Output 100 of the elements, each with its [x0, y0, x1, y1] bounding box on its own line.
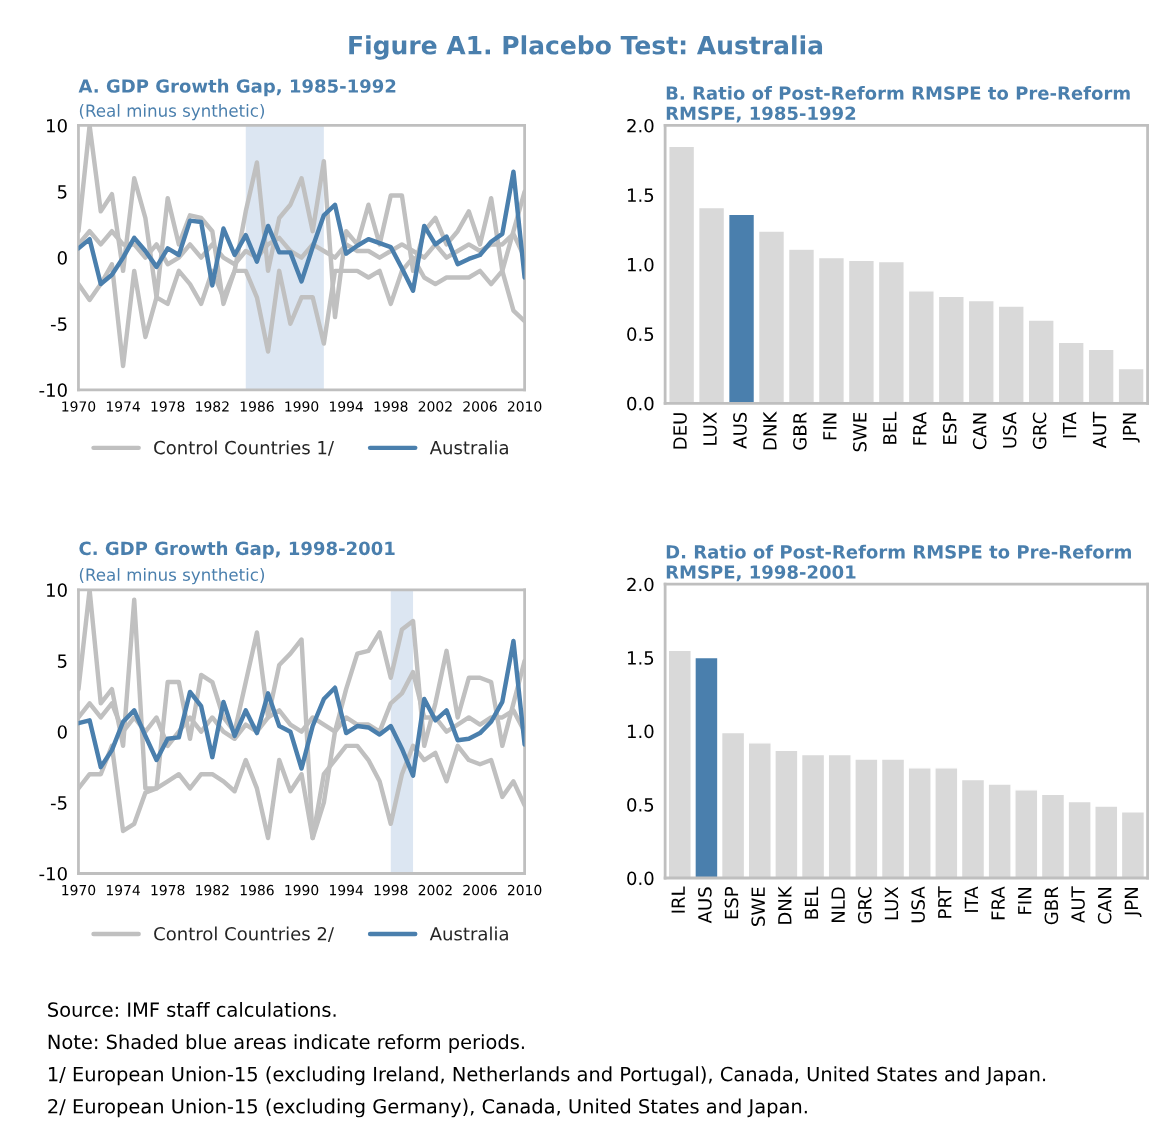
x-tick-label: AUT — [1092, 411, 1107, 449]
line-series — [78, 169, 525, 293]
bar — [757, 230, 786, 404]
x-tick-label: 1978 — [151, 884, 185, 896]
text: 2/ European Union-15 (excluding Germany), Canada, United States and Japan. — [48, 1098, 807, 1118]
x-tick-label: FRA — [913, 411, 927, 445]
bar — [1120, 811, 1146, 879]
x-tick-label: 1982 — [196, 401, 229, 412]
bar — [774, 749, 799, 879]
bar — [720, 731, 746, 879]
bar — [1014, 789, 1039, 879]
bar — [787, 248, 816, 404]
x-tick-label: JPN — [1122, 413, 1140, 443]
legend-label: Control Countries 1/ — [154, 440, 334, 456]
x-tick-label: 1974 — [106, 401, 140, 412]
x-tick-label: GBR — [1044, 886, 1059, 925]
x-tick-label: 2002 — [418, 884, 452, 896]
y-tick-label: -10 — [39, 383, 67, 397]
legend-label: Australia — [429, 440, 508, 455]
bar — [668, 145, 696, 404]
x-tick-label: GRC — [857, 887, 872, 924]
bar — [880, 758, 906, 879]
x-tick-label: IRL — [671, 886, 685, 913]
y-tick-label: -5 — [50, 796, 67, 810]
x-tick-label: GBR — [793, 412, 807, 450]
bar — [987, 783, 1012, 879]
x-tick-label: LUX — [703, 412, 717, 445]
x-tick-label: AUT — [1071, 886, 1085, 923]
x-tick-label: 2010 — [507, 401, 542, 412]
y-tick-label: 0.0 — [627, 396, 654, 411]
x-tick-label: DEU — [673, 413, 687, 449]
text: Note: Shaded blue areas indicate reform periods. — [48, 1034, 524, 1053]
bar — [817, 256, 846, 404]
x-tick-label: AUS — [733, 412, 747, 449]
y-tick-label: 2.0 — [627, 118, 654, 133]
bar — [827, 753, 852, 879]
chart-title: A. GDP Growth Gap, 1985-1992 — [78, 78, 396, 97]
x-tick-label: SWE — [751, 887, 765, 926]
bar — [847, 259, 875, 404]
bar — [960, 778, 986, 879]
chart-title: B. Ratio of Post-Reform RMSPE to Pre-Reform RMSPE, 1985-1992 — [666, 85, 1130, 123]
x-tick-label: 1978 — [151, 401, 185, 412]
x-tick-label: 2010 — [507, 884, 542, 896]
chart-title: D. Ratio of Post-Reform RMSPE to Pre-Reform RMSPE, 1998-2001 — [666, 544, 1131, 582]
bar — [1087, 348, 1115, 404]
text: 1/ European Union-15 (excluding Ireland, Netherlands and Portugal), Canada, United States and Japan. — [48, 1066, 1046, 1086]
bar — [937, 295, 965, 404]
x-tick-label: 1970 — [62, 884, 96, 896]
bar — [1094, 805, 1119, 879]
bar — [747, 742, 772, 879]
x-tick-label: LUX — [884, 886, 899, 920]
x-tick-label: JPN — [1124, 888, 1142, 917]
y-tick-label: 0.0 — [627, 871, 654, 886]
x-tick-label: FIN — [1018, 888, 1032, 914]
x-tick-label: 1994 — [330, 884, 364, 896]
x-tick-label: 1982 — [196, 884, 229, 896]
x-tick-label: AUS — [698, 887, 712, 924]
x-tick-label: 1990 — [285, 401, 319, 412]
x-tick-label: ITA — [964, 886, 978, 912]
y-tick-label: 1.5 — [627, 188, 654, 203]
x-tick-label: BEL — [883, 411, 897, 444]
y-tick-label: 10 — [47, 118, 67, 133]
y-tick-label: 0 — [57, 725, 67, 739]
bar — [667, 649, 692, 879]
y-tick-label: 1.5 — [627, 651, 654, 665]
y-tick-label: 0.5 — [627, 798, 654, 812]
x-tick-label: 1974 — [106, 884, 140, 896]
legend-label: Australia — [429, 926, 508, 941]
x-tick-label: FRA — [991, 886, 1005, 920]
x-tick-label: DNK — [778, 885, 792, 924]
bar — [934, 767, 959, 879]
bar — [727, 213, 756, 404]
x-tick-label: CAN — [972, 413, 987, 450]
x-tick-label: GRC — [1032, 412, 1047, 449]
bar — [800, 753, 826, 879]
bar — [907, 767, 932, 879]
bar — [967, 299, 995, 404]
bar — [1117, 367, 1145, 404]
chart-subtitle: (Real minus synthetic) — [79, 104, 265, 121]
bar — [1027, 319, 1055, 404]
chart-subtitle: (Real minus synthetic) — [79, 568, 265, 585]
x-tick-label: 1986 — [240, 884, 274, 896]
bar — [1040, 793, 1066, 879]
x-tick-label: 1998 — [374, 401, 408, 412]
y-tick-label: 1.0 — [627, 724, 654, 739]
y-tick-label: 2.0 — [627, 577, 654, 592]
bar — [697, 206, 726, 404]
x-tick-label: USA — [911, 886, 925, 923]
y-tick-label: 5 — [57, 185, 67, 199]
x-tick-label: ESP — [724, 886, 739, 919]
y-tick-label: 1.0 — [627, 257, 654, 272]
x-tick-label: 1986 — [240, 401, 274, 412]
x-tick-label: 1970 — [62, 401, 96, 412]
x-tick-label: 2002 — [418, 401, 452, 412]
x-tick-label: ITA — [1062, 411, 1077, 438]
source-note: Source: IMF staff calculations. — [48, 1001, 336, 1017]
x-tick-label: ESP — [942, 412, 957, 444]
legend-label: Control Countries 2/ — [154, 926, 334, 943]
line-series — [78, 638, 525, 778]
bar — [854, 758, 879, 879]
